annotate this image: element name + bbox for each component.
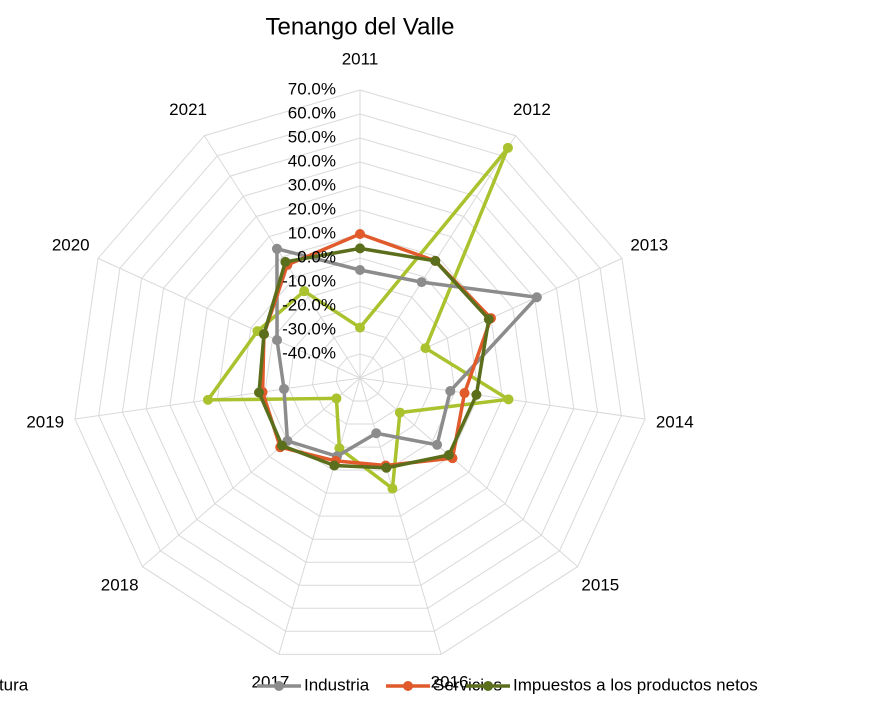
spoke	[278, 377, 361, 655]
data-point	[334, 443, 345, 454]
y-tick-label: 20.0%	[288, 199, 336, 218]
category-label: 2013	[630, 235, 668, 254]
y-tick-label: 60.0%	[288, 103, 336, 122]
category-label: 2015	[581, 576, 619, 595]
grid-ring	[145, 161, 575, 586]
data-point	[502, 142, 513, 153]
category-label: 2018	[101, 576, 139, 595]
data-point	[355, 265, 365, 275]
data-point	[355, 322, 365, 333]
category-label: 2019	[26, 413, 64, 432]
y-tick-label: 0.0%	[297, 247, 336, 266]
data-point	[254, 387, 265, 398]
grid-ring	[288, 305, 432, 448]
y-tick-label: 70.0%	[288, 79, 336, 98]
data-point	[381, 462, 392, 473]
y-tick-label: -20.0%	[282, 295, 336, 314]
series-line	[257, 246, 491, 470]
data-point	[394, 407, 405, 418]
data-point	[387, 483, 398, 494]
grid-ring	[240, 257, 480, 494]
grid-ring	[169, 185, 551, 563]
grid-ring	[98, 113, 622, 632]
category-label: 2014	[656, 413, 694, 432]
y-tick-label: 30.0%	[288, 175, 336, 194]
data-point	[503, 394, 514, 405]
category-label: 2017	[251, 673, 289, 692]
y-tick-label: -10.0%	[282, 271, 336, 290]
data-point	[443, 450, 454, 461]
category-label: 2012	[513, 100, 551, 119]
data-point	[371, 428, 382, 439]
legend-label: Agricultura	[0, 675, 29, 694]
data-point	[299, 286, 310, 297]
legend-label: Impuestos a los productos netos	[513, 675, 758, 694]
legend-label: Industria	[304, 675, 370, 694]
data-point	[471, 389, 482, 400]
data-point	[202, 394, 213, 405]
spoke	[359, 377, 442, 655]
data-point	[459, 388, 470, 399]
category-label: 2020	[52, 235, 90, 254]
data-point	[272, 335, 283, 346]
data-point	[445, 385, 456, 396]
series-line	[204, 146, 514, 492]
data-point	[331, 393, 342, 404]
data-point	[531, 292, 542, 303]
grid-ring	[121, 137, 599, 609]
data-point	[355, 243, 365, 254]
y-tick-label: 40.0%	[288, 151, 336, 170]
grid-ring	[74, 89, 646, 655]
chart-title: Tenango del Valle	[265, 13, 454, 40]
data-point	[329, 460, 340, 471]
spoke	[142, 377, 361, 567]
data-point	[430, 255, 441, 266]
data-point	[258, 329, 269, 340]
grid-ring	[335, 353, 385, 402]
data-point	[355, 229, 365, 239]
data-point	[280, 256, 291, 267]
category-label: 2021	[169, 100, 207, 119]
data-point	[271, 243, 282, 254]
data-point	[483, 314, 494, 325]
data-point	[278, 383, 289, 394]
legend-marker	[274, 681, 284, 691]
data-point	[416, 277, 427, 288]
legend-marker	[403, 681, 413, 691]
y-tick-label: -40.0%	[282, 343, 336, 362]
y-tick-label: -30.0%	[282, 319, 336, 338]
grid-ring	[193, 209, 527, 540]
category-label: 2011	[342, 49, 379, 68]
spoke	[97, 257, 361, 379]
y-tick-label: 50.0%	[288, 127, 336, 146]
data-point	[277, 440, 288, 451]
data-point	[432, 439, 443, 450]
grid-ring	[311, 329, 409, 425]
series-line	[275, 246, 541, 459]
y-tick-label: 10.0%	[288, 223, 336, 242]
data-point	[420, 343, 431, 354]
spoke	[203, 135, 361, 379]
category-label: 2016	[431, 673, 469, 692]
legend-marker	[483, 681, 493, 691]
